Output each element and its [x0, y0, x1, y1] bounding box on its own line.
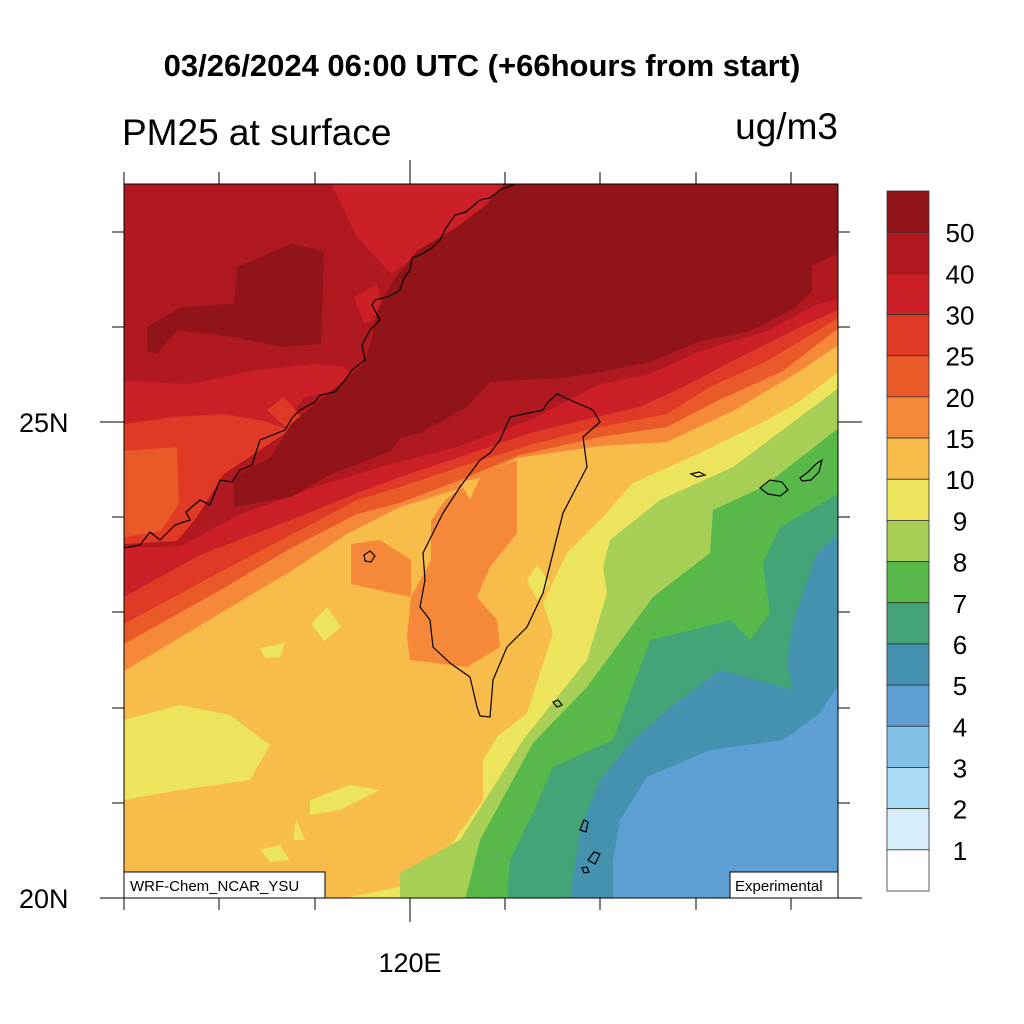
colorbar-label: 50: [946, 218, 975, 248]
colorbar-label: 1: [953, 836, 967, 866]
variable-title: PM25 at surface: [122, 112, 392, 153]
colorbar-label: 3: [953, 753, 967, 783]
colorbar-swatch: [886, 478, 930, 521]
colorbar-label: 6: [953, 630, 967, 660]
island-penghu: [363, 550, 376, 563]
colorbar-swatch: [886, 725, 930, 768]
patch-50-plus-inland: [147, 244, 324, 354]
patch-10-15-taiwan: [460, 478, 480, 500]
colorbar-swatch: [886, 767, 930, 810]
colorbar-label: 15: [946, 424, 975, 454]
band-4-5: [613, 686, 838, 898]
colorbar-swatch: [886, 355, 930, 398]
colorbar-label: 5: [953, 671, 967, 701]
coastlines: [124, 184, 823, 874]
colorbar-label: 2: [953, 795, 967, 825]
status-label-box: [729, 871, 839, 899]
contour-field: [124, 184, 838, 898]
colorbar-swatch: [886, 396, 930, 439]
units-title: ug/m3: [735, 106, 838, 147]
colorbar-label: 30: [946, 301, 975, 331]
taiwan-coastline: [419, 393, 601, 718]
patches-9-10: [124, 565, 550, 862]
island-yonaguni: [689, 471, 707, 478]
patch-20-25-nw: [124, 447, 179, 537]
colorbar-swatch: [886, 272, 930, 315]
colorbar-swatch: [886, 190, 930, 233]
colorbar-label: 4: [953, 712, 967, 742]
lat-label-20n: 20N: [19, 884, 69, 914]
colorbar-label: 20: [946, 383, 975, 413]
model-label-box: [123, 871, 326, 899]
lon-label-120e: 120E: [378, 948, 441, 978]
colorbar-swatch: [886, 808, 930, 851]
band-50-plus: [234, 184, 838, 507]
colorbar-swatch: [886, 314, 930, 357]
map-title: 03/26/2024 06:00 UTC (+66hours from star…: [163, 48, 801, 83]
patch-15-20-taiwan: [407, 460, 517, 667]
patch-30-40-top: [331, 184, 504, 274]
model-label: WRF-Chem_NCAR_YSU: [130, 878, 299, 895]
axis-ticks: [100, 160, 862, 922]
colorbar-swatch: [886, 643, 930, 686]
colorbar: 50 40 30 25 20 15 10 9 8 7 6 5 4 3 2 1: [886, 190, 975, 892]
lat-label-25n: 25N: [19, 408, 69, 438]
colorbar-swatch: [886, 602, 930, 645]
colorbar-label: 8: [953, 548, 967, 578]
colorbar-label: 25: [946, 342, 975, 372]
colorbar-swatch: [886, 684, 930, 727]
colorbar-swatch: [886, 520, 930, 562]
colorbar-swatch: [886, 561, 930, 604]
colorbar-label: 7: [953, 589, 967, 619]
colorbar-swatch: [886, 231, 930, 274]
colorbar-label: 9: [953, 506, 967, 536]
china-coastline: [124, 184, 516, 549]
island-batanes: [579, 819, 601, 874]
island-iriomote: [799, 458, 823, 482]
island-ishigaki: [759, 479, 789, 497]
colorbar-swatch: [886, 437, 930, 480]
colorbar-swatch: [886, 849, 930, 892]
colorbar-label: 40: [946, 259, 975, 289]
map-frame: [123, 183, 839, 899]
status-label: Experimental: [735, 878, 823, 895]
island-lanyu: [552, 699, 563, 708]
colorbar-label: 10: [946, 465, 975, 495]
